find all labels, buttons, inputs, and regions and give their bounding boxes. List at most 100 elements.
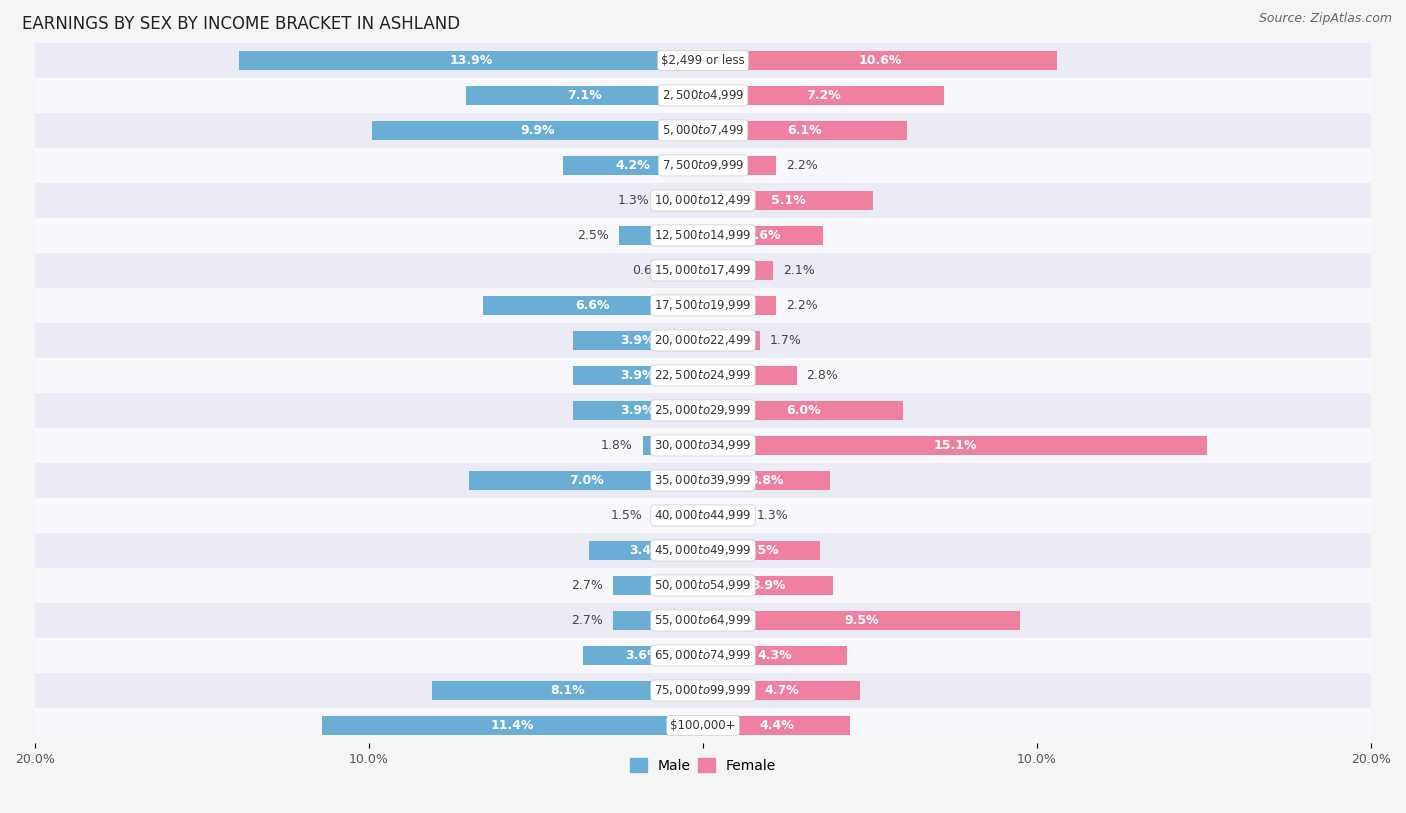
Text: $5,000 to $7,499: $5,000 to $7,499: [662, 124, 744, 137]
Text: 1.3%: 1.3%: [756, 509, 789, 522]
Bar: [35, 673, 1371, 708]
Bar: [35, 708, 1371, 743]
Text: $100,000+: $100,000+: [671, 719, 735, 732]
Text: 3.6%: 3.6%: [745, 229, 780, 242]
Text: $75,000 to $99,999: $75,000 to $99,999: [654, 684, 752, 698]
Text: 13.9%: 13.9%: [450, 54, 492, 67]
Text: 15.1%: 15.1%: [934, 439, 977, 452]
Bar: [582, 646, 703, 665]
Bar: [465, 85, 703, 105]
Text: 2.2%: 2.2%: [786, 299, 818, 312]
Text: 1.8%: 1.8%: [600, 439, 633, 452]
Bar: [703, 226, 824, 245]
Bar: [703, 121, 907, 140]
Text: $15,000 to $17,499: $15,000 to $17,499: [654, 263, 752, 277]
Text: 2.7%: 2.7%: [571, 614, 603, 627]
Bar: [562, 156, 703, 175]
Text: $35,000 to $39,999: $35,000 to $39,999: [654, 473, 752, 488]
Bar: [703, 50, 1057, 70]
Text: 11.4%: 11.4%: [491, 719, 534, 732]
Bar: [239, 50, 703, 70]
Text: 7.1%: 7.1%: [567, 89, 602, 102]
Bar: [652, 506, 703, 525]
Bar: [35, 148, 1371, 183]
Bar: [35, 533, 1371, 568]
Text: 1.3%: 1.3%: [617, 194, 650, 207]
Bar: [703, 191, 873, 210]
Text: $55,000 to $64,999: $55,000 to $64,999: [654, 614, 752, 628]
Bar: [35, 358, 1371, 393]
Text: 2.2%: 2.2%: [786, 159, 818, 172]
Bar: [482, 296, 703, 315]
Bar: [35, 253, 1371, 288]
Text: EARNINGS BY SEX BY INCOME BRACKET IN ASHLAND: EARNINGS BY SEX BY INCOME BRACKET IN ASH…: [21, 15, 460, 33]
Text: 4.4%: 4.4%: [759, 719, 794, 732]
Bar: [703, 261, 773, 280]
Bar: [659, 191, 703, 210]
Bar: [703, 471, 830, 490]
Bar: [35, 428, 1371, 463]
Bar: [35, 393, 1371, 428]
Text: $30,000 to $34,999: $30,000 to $34,999: [654, 438, 752, 453]
Legend: Male, Female: Male, Female: [624, 752, 782, 778]
Bar: [682, 261, 703, 280]
Text: 3.8%: 3.8%: [749, 474, 783, 487]
Text: 3.6%: 3.6%: [626, 649, 661, 662]
Bar: [703, 331, 759, 350]
Bar: [620, 226, 703, 245]
Bar: [572, 331, 703, 350]
Bar: [703, 576, 834, 595]
Bar: [589, 541, 703, 560]
Text: 9.9%: 9.9%: [520, 124, 555, 137]
Text: $2,499 or less: $2,499 or less: [661, 54, 745, 67]
Bar: [613, 576, 703, 595]
Bar: [703, 366, 797, 385]
Text: 3.5%: 3.5%: [744, 544, 779, 557]
Text: 2.7%: 2.7%: [571, 579, 603, 592]
Text: 9.5%: 9.5%: [845, 614, 879, 627]
Text: 7.0%: 7.0%: [568, 474, 603, 487]
Text: 3.4%: 3.4%: [628, 544, 664, 557]
Bar: [322, 716, 703, 735]
Text: 3.9%: 3.9%: [620, 334, 655, 347]
Bar: [433, 680, 703, 700]
Text: Source: ZipAtlas.com: Source: ZipAtlas.com: [1258, 12, 1392, 25]
Bar: [703, 680, 860, 700]
Bar: [613, 611, 703, 630]
Bar: [373, 121, 703, 140]
Text: $20,000 to $22,499: $20,000 to $22,499: [654, 333, 752, 347]
Text: $17,500 to $19,999: $17,500 to $19,999: [654, 298, 752, 312]
Text: $40,000 to $44,999: $40,000 to $44,999: [654, 508, 752, 523]
Bar: [35, 638, 1371, 673]
Text: $2,500 to $4,999: $2,500 to $4,999: [662, 89, 744, 102]
Bar: [35, 603, 1371, 638]
Text: $7,500 to $9,999: $7,500 to $9,999: [662, 159, 744, 172]
Text: 2.8%: 2.8%: [807, 369, 838, 382]
Bar: [35, 463, 1371, 498]
Text: $10,000 to $12,499: $10,000 to $12,499: [654, 193, 752, 207]
Text: 3.9%: 3.9%: [751, 579, 786, 592]
Text: 0.64%: 0.64%: [631, 264, 672, 277]
Text: 3.9%: 3.9%: [620, 404, 655, 417]
Text: 6.6%: 6.6%: [575, 299, 610, 312]
Text: 7.2%: 7.2%: [806, 89, 841, 102]
Bar: [572, 401, 703, 420]
Text: 6.0%: 6.0%: [786, 404, 821, 417]
Bar: [703, 296, 776, 315]
Bar: [35, 183, 1371, 218]
Text: 4.3%: 4.3%: [758, 649, 792, 662]
Bar: [643, 436, 703, 455]
Text: 1.5%: 1.5%: [612, 509, 643, 522]
Bar: [703, 401, 904, 420]
Text: 6.1%: 6.1%: [787, 124, 823, 137]
Bar: [703, 716, 851, 735]
Text: $22,500 to $24,999: $22,500 to $24,999: [654, 368, 752, 382]
Bar: [35, 568, 1371, 603]
Bar: [703, 506, 747, 525]
Bar: [35, 498, 1371, 533]
Bar: [35, 218, 1371, 253]
Text: $25,000 to $29,999: $25,000 to $29,999: [654, 403, 752, 417]
Text: $50,000 to $54,999: $50,000 to $54,999: [654, 579, 752, 593]
Bar: [35, 43, 1371, 78]
Text: 1.7%: 1.7%: [770, 334, 801, 347]
